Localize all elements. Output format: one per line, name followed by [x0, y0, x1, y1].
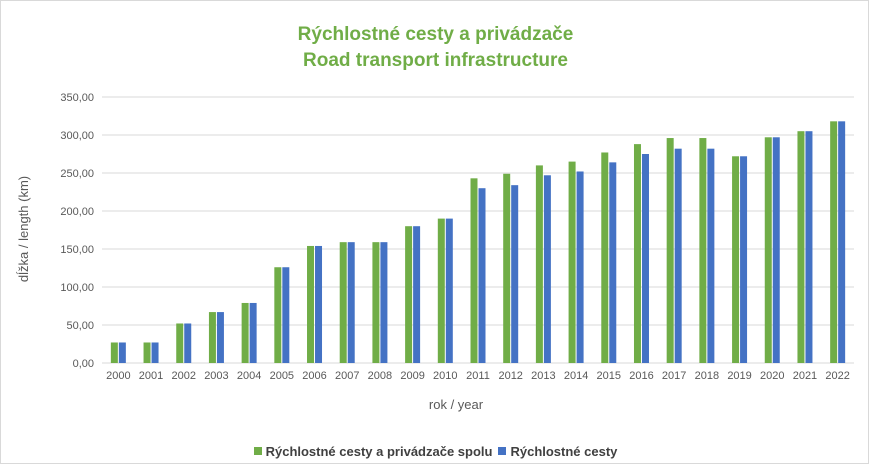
bar-expressway-2009 — [413, 226, 421, 363]
bar-expressway-2002 — [184, 323, 192, 363]
y-tick-label: 250,00 — [60, 168, 94, 180]
bar-total-2007 — [339, 242, 347, 363]
x-tick-label: 2012 — [498, 370, 522, 382]
bar-expressway-2001 — [151, 342, 159, 363]
bar-expressway-2004 — [249, 302, 257, 363]
bar-total-2012 — [503, 173, 511, 363]
x-tick-label: 2016 — [629, 370, 653, 382]
legend-swatch — [253, 447, 262, 455]
bar-expressway-2020 — [772, 137, 780, 363]
bar-total-2014 — [568, 161, 576, 363]
bar-expressway-2018 — [707, 148, 715, 363]
x-tick-label: 2020 — [760, 370, 784, 382]
bar-total-2006 — [307, 245, 315, 363]
bar-expressway-2013 — [543, 175, 551, 363]
x-tick-label: 2008 — [368, 370, 392, 382]
bar-expressway-2019 — [740, 156, 748, 363]
bar-expressway-2021 — [805, 131, 813, 363]
bar-total-2016 — [633, 144, 641, 363]
x-tick-label: 2018 — [695, 370, 719, 382]
y-tick-label: 0,00 — [73, 358, 94, 370]
legend-label: Rýchlostné cesty a privádzače spolu — [265, 443, 493, 459]
y-tick-label: 50,00 — [66, 320, 94, 332]
bar-total-2011 — [470, 178, 478, 363]
bar-total-2020 — [764, 137, 772, 363]
bar-total-2022 — [830, 121, 838, 363]
x-axis-title: rok / year — [429, 397, 484, 412]
x-tick-label: 2001 — [139, 370, 163, 382]
x-tick-label: 2017 — [662, 370, 686, 382]
bar-expressway-2012 — [511, 185, 519, 363]
bar-expressway-2007 — [347, 242, 355, 363]
bars — [110, 121, 846, 363]
legend-item: Rýchlostné cesty — [498, 444, 617, 459]
x-tick-label: 2022 — [825, 370, 849, 382]
bar-total-2000 — [110, 342, 118, 363]
legend-swatch — [498, 447, 507, 455]
legend: Rýchlostné cesty a privádzače spolu Rýchl… — [1, 443, 869, 459]
bar-total-2009 — [405, 226, 413, 363]
x-tick-label: 2004 — [237, 370, 261, 382]
x-tick-label: 2010 — [433, 370, 457, 382]
bar-total-2001 — [143, 342, 151, 363]
bar-expressway-2022 — [838, 121, 846, 363]
bar-expressway-2014 — [576, 171, 584, 363]
legend-label: Rýchlostné cesty — [510, 443, 618, 459]
y-tick-label: 350,00 — [60, 92, 94, 104]
y-tick-label: 300,00 — [60, 130, 94, 142]
bar-expressway-2011 — [478, 188, 486, 363]
bar-total-2002 — [176, 323, 184, 363]
bar-total-2019 — [732, 156, 740, 363]
x-tick-label: 2019 — [727, 370, 751, 382]
chart-subtitle: Road transport infrastructure — [303, 50, 568, 71]
x-tick-label: 2009 — [400, 370, 424, 382]
x-tick-label: 2021 — [793, 370, 817, 382]
y-tick-label: 150,00 — [60, 244, 94, 256]
bar-total-2015 — [601, 152, 609, 363]
x-tick-label: 2013 — [531, 370, 555, 382]
bar-total-2003 — [208, 312, 216, 363]
bar-total-2017 — [666, 138, 674, 363]
x-tick-label: 2003 — [204, 370, 228, 382]
bar-expressway-2000 — [118, 342, 126, 363]
bar-chart: 0,00 50,00 100,00 150,00 200,00 250,00 300,00 3… — [16, 92, 854, 412]
legend-item: Rýchlostné cesty a privádzače spolu — [253, 443, 493, 459]
bar-total-2013 — [535, 165, 543, 363]
y-axis-ticks: 0,00 50,00 100,00 150,00 200,00 250,00 300,00 3… — [60, 92, 94, 370]
x-tick-label: 2002 — [171, 370, 195, 382]
bar-total-2008 — [372, 242, 380, 363]
bar-expressway-2015 — [609, 162, 617, 363]
x-tick-label: 2000 — [106, 370, 130, 382]
chart-title: Rýchlostné cesty a privádzače — [297, 24, 574, 45]
y-tick-label: 100,00 — [60, 282, 94, 294]
bar-expressway-2005 — [282, 267, 290, 363]
y-axis-title: dĺžka / length (km) — [16, 176, 31, 282]
bar-total-2021 — [797, 131, 805, 363]
bar-expressway-2016 — [641, 154, 649, 363]
bar-expressway-2008 — [380, 242, 388, 363]
x-tick-label: 2007 — [335, 370, 359, 382]
gridlines — [102, 96, 854, 364]
x-tick-label: 2014 — [564, 370, 588, 382]
x-tick-label: 2015 — [597, 370, 621, 382]
bar-total-2010 — [437, 218, 445, 363]
x-tick-label: 2011 — [466, 370, 490, 382]
bar-expressway-2003 — [216, 312, 224, 363]
bar-total-2018 — [699, 138, 707, 363]
x-tick-label: 2005 — [270, 370, 294, 382]
bar-expressway-2006 — [315, 245, 323, 363]
x-axis-ticks: 2000 2001 2002 2003 2004 2005 2006 2007 2008 2009… — [106, 370, 850, 382]
x-tick-label: 2006 — [302, 370, 326, 382]
y-tick-label: 200,00 — [60, 206, 94, 218]
bar-total-2005 — [274, 267, 282, 363]
bar-expressway-2017 — [674, 148, 682, 363]
bar-expressway-2010 — [445, 218, 453, 363]
bar-total-2004 — [241, 302, 249, 363]
